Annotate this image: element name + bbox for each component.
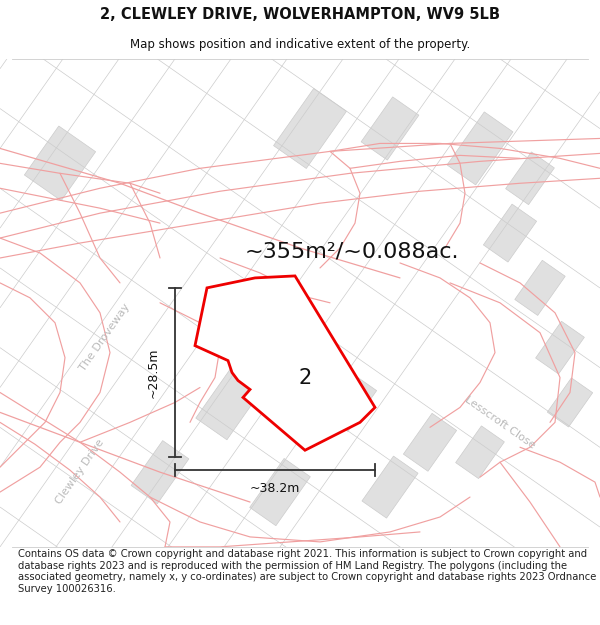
Polygon shape xyxy=(196,365,264,440)
Text: ~28.5m: ~28.5m xyxy=(146,348,160,398)
Text: Map shows position and indicative extent of the property.: Map shows position and indicative extent… xyxy=(130,38,470,51)
Text: 2: 2 xyxy=(298,368,311,388)
Text: 2, CLEWLEY DRIVE, WOLVERHAMPTON, WV9 5LB: 2, CLEWLEY DRIVE, WOLVERHAMPTON, WV9 5LB xyxy=(100,7,500,22)
Text: ~38.2m: ~38.2m xyxy=(250,482,300,494)
Polygon shape xyxy=(536,321,584,374)
Polygon shape xyxy=(195,276,375,450)
Text: Lesscroft Close: Lesscroft Close xyxy=(463,394,537,451)
Polygon shape xyxy=(250,459,310,526)
Polygon shape xyxy=(131,441,189,504)
Polygon shape xyxy=(323,374,377,431)
Text: Clewley Drive: Clewley Drive xyxy=(54,438,106,506)
Text: The Droveway: The Droveway xyxy=(78,302,132,373)
Polygon shape xyxy=(447,112,513,185)
Polygon shape xyxy=(547,378,593,427)
Text: Contains OS data © Crown copyright and database right 2021. This information is : Contains OS data © Crown copyright and d… xyxy=(18,549,596,594)
Polygon shape xyxy=(455,426,505,479)
Polygon shape xyxy=(403,413,457,471)
Polygon shape xyxy=(362,456,418,518)
Polygon shape xyxy=(271,366,329,429)
Polygon shape xyxy=(274,89,346,169)
Polygon shape xyxy=(506,152,554,204)
Text: ~355m²/~0.088ac.: ~355m²/~0.088ac. xyxy=(245,241,460,261)
Polygon shape xyxy=(484,204,536,262)
Polygon shape xyxy=(361,97,419,160)
Polygon shape xyxy=(25,126,95,201)
Polygon shape xyxy=(515,260,565,316)
